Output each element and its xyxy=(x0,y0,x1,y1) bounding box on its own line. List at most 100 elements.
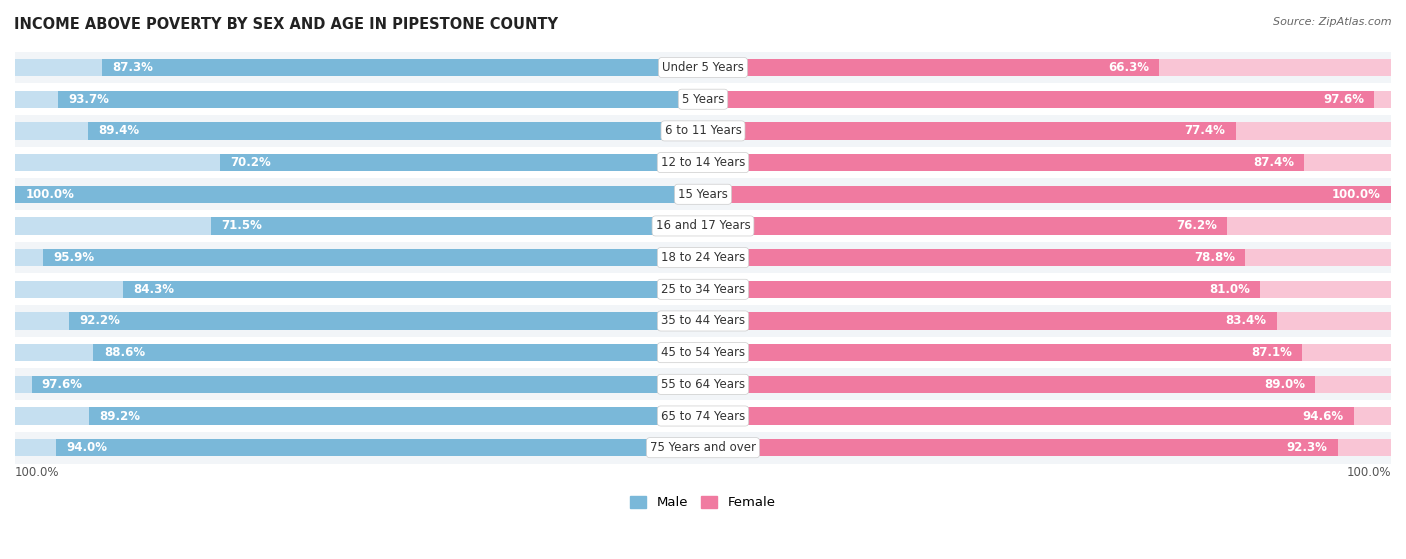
Bar xyxy=(89,122,703,140)
Text: 76.2%: 76.2% xyxy=(1175,220,1218,233)
Bar xyxy=(703,408,1391,425)
Bar xyxy=(703,376,1391,393)
Bar xyxy=(15,312,703,330)
Text: 83.4%: 83.4% xyxy=(1226,315,1267,328)
Bar xyxy=(703,249,1391,266)
Bar xyxy=(90,408,703,425)
Bar xyxy=(15,186,703,203)
Bar xyxy=(15,115,1391,147)
Bar xyxy=(703,408,1354,425)
Bar xyxy=(211,217,703,235)
Bar xyxy=(15,281,703,298)
Text: 18 to 24 Years: 18 to 24 Years xyxy=(661,251,745,264)
Bar xyxy=(15,344,703,361)
Text: 94.6%: 94.6% xyxy=(1302,410,1344,423)
Text: 66.3%: 66.3% xyxy=(1108,61,1149,74)
Text: 89.2%: 89.2% xyxy=(100,410,141,423)
Text: 12 to 14 Years: 12 to 14 Years xyxy=(661,156,745,169)
Text: 75 Years and over: 75 Years and over xyxy=(650,441,756,454)
Text: 78.8%: 78.8% xyxy=(1194,251,1234,264)
Text: 55 to 64 Years: 55 to 64 Years xyxy=(661,378,745,391)
Bar xyxy=(122,281,703,298)
Bar xyxy=(15,186,703,203)
Bar xyxy=(703,312,1277,330)
Bar xyxy=(15,210,1391,242)
Bar xyxy=(56,439,703,456)
Bar xyxy=(15,376,703,393)
Bar xyxy=(703,281,1391,298)
Bar xyxy=(103,59,703,76)
Bar xyxy=(15,337,1391,368)
Bar xyxy=(703,439,1391,456)
Bar xyxy=(15,217,703,235)
Legend: Male, Female: Male, Female xyxy=(626,490,780,514)
Bar xyxy=(15,91,703,108)
Text: 15 Years: 15 Years xyxy=(678,188,728,201)
Text: INCOME ABOVE POVERTY BY SEX AND AGE IN PIPESTONE COUNTY: INCOME ABOVE POVERTY BY SEX AND AGE IN P… xyxy=(14,17,558,32)
Text: 25 to 34 Years: 25 to 34 Years xyxy=(661,283,745,296)
Text: 89.4%: 89.4% xyxy=(98,125,139,138)
Bar xyxy=(703,186,1391,203)
Text: 35 to 44 Years: 35 to 44 Years xyxy=(661,315,745,328)
Text: 6 to 11 Years: 6 to 11 Years xyxy=(665,125,741,138)
Bar xyxy=(703,217,1227,235)
Text: 100.0%: 100.0% xyxy=(25,188,75,201)
Bar xyxy=(703,344,1302,361)
Text: 100.0%: 100.0% xyxy=(15,466,59,479)
Text: 89.0%: 89.0% xyxy=(1264,378,1305,391)
Text: 70.2%: 70.2% xyxy=(231,156,271,169)
Bar xyxy=(15,305,1391,337)
Text: 92.2%: 92.2% xyxy=(79,315,120,328)
Bar xyxy=(15,52,1391,83)
Text: 95.9%: 95.9% xyxy=(53,251,94,264)
Text: Source: ZipAtlas.com: Source: ZipAtlas.com xyxy=(1274,17,1392,27)
Bar xyxy=(15,439,703,456)
Text: 45 to 54 Years: 45 to 54 Years xyxy=(661,346,745,359)
Text: 87.3%: 87.3% xyxy=(112,61,153,74)
Text: 94.0%: 94.0% xyxy=(66,441,108,454)
Bar xyxy=(703,439,1339,456)
Bar xyxy=(69,312,703,330)
Bar xyxy=(15,249,703,266)
Text: 5 Years: 5 Years xyxy=(682,93,724,106)
Text: Under 5 Years: Under 5 Years xyxy=(662,61,744,74)
Bar xyxy=(15,432,1391,463)
Bar xyxy=(703,376,1316,393)
Text: 87.1%: 87.1% xyxy=(1251,346,1292,359)
Bar xyxy=(15,122,703,140)
Text: 65 to 74 Years: 65 to 74 Years xyxy=(661,410,745,423)
Text: 77.4%: 77.4% xyxy=(1184,125,1225,138)
Bar xyxy=(703,91,1375,108)
Bar xyxy=(15,400,1391,432)
Text: 97.6%: 97.6% xyxy=(42,378,83,391)
Bar xyxy=(703,59,1391,76)
Bar xyxy=(703,312,1391,330)
Bar xyxy=(15,147,1391,178)
Text: 93.7%: 93.7% xyxy=(69,93,110,106)
Bar xyxy=(703,122,1391,140)
Bar xyxy=(703,344,1391,361)
Text: 81.0%: 81.0% xyxy=(1209,283,1250,296)
Bar xyxy=(15,83,1391,115)
Text: 88.6%: 88.6% xyxy=(104,346,145,359)
Text: 16 and 17 Years: 16 and 17 Years xyxy=(655,220,751,233)
Bar xyxy=(15,273,1391,305)
Bar xyxy=(31,376,703,393)
Text: 92.3%: 92.3% xyxy=(1286,441,1327,454)
Bar xyxy=(703,186,1391,203)
Bar xyxy=(703,91,1391,108)
Bar xyxy=(15,408,703,425)
Bar xyxy=(703,59,1159,76)
Bar xyxy=(58,91,703,108)
Bar xyxy=(93,344,703,361)
Bar xyxy=(44,249,703,266)
Bar xyxy=(15,178,1391,210)
Bar xyxy=(219,154,703,171)
Bar xyxy=(703,281,1260,298)
Text: 100.0%: 100.0% xyxy=(1347,466,1391,479)
Bar xyxy=(15,242,1391,273)
Text: 84.3%: 84.3% xyxy=(134,283,174,296)
Text: 100.0%: 100.0% xyxy=(1331,188,1381,201)
Text: 87.4%: 87.4% xyxy=(1253,156,1294,169)
Bar xyxy=(15,154,703,171)
